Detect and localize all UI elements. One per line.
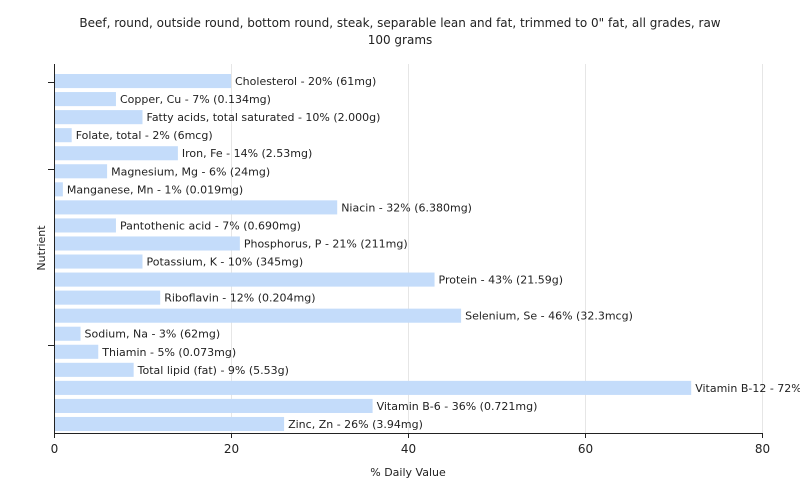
bar-label: Phosphorus, P - 21% (211mg) <box>244 237 408 250</box>
bar-label: Protein - 43% (21.59g) <box>439 274 564 287</box>
bar-label: Vitamin B-6 - 36% (0.721mg) <box>377 400 538 413</box>
chart-subtitle: 100 grams <box>368 33 433 47</box>
bar-label: Zinc, Zn - 26% (3.94mg) <box>288 418 423 431</box>
y-axis-label: Nutrient <box>35 225 48 271</box>
bar-label: Folate, total - 2% (6mcg) <box>76 129 213 142</box>
bar <box>55 128 72 143</box>
bar-label: Sodium, Na - 3% (62mg) <box>85 328 221 341</box>
bar <box>55 326 81 341</box>
bar-label: Cholesterol - 20% (61mg) <box>235 75 376 88</box>
bar <box>55 416 285 432</box>
bar <box>55 146 178 161</box>
bar-label: Riboflavin - 12% (0.204mg) <box>164 292 315 305</box>
bar <box>55 182 63 197</box>
bar-label: Selenium, Se - 46% (32.3mcg) <box>465 310 633 323</box>
bar <box>55 92 116 107</box>
bar <box>55 218 116 233</box>
axes: 0 20 40 60 80 <box>48 64 770 456</box>
bar-label: Vitamin B-12 - 72% (4.34mcg) <box>695 382 800 395</box>
x-tick-label: 20 <box>224 442 239 456</box>
bar <box>55 254 143 269</box>
x-tick-label: 40 <box>401 442 416 456</box>
bar-label: Thiamin - 5% (0.073mg) <box>101 346 236 359</box>
bar <box>55 164 108 179</box>
bar <box>55 398 373 413</box>
x-tick-label: 60 <box>578 442 593 456</box>
bar <box>55 362 134 377</box>
x-tick-label: 80 <box>755 442 770 456</box>
bar-label: Total lipid (fat) - 9% (5.53g) <box>137 364 289 377</box>
x-tick-label: 0 <box>51 442 59 456</box>
bar <box>55 380 692 395</box>
bar-label: Manganese, Mn - 1% (0.019mg) <box>67 183 243 196</box>
bar-label: Copper, Cu - 7% (0.134mg) <box>120 93 271 106</box>
bar-label: Pantothenic acid - 7% (0.690mg) <box>120 219 301 232</box>
bars: Cholesterol - 20% (61mg) Copper, Cu - 7% … <box>55 74 800 432</box>
chart-title: Beef, round, outside round, bottom round… <box>79 16 720 30</box>
bar <box>55 290 161 305</box>
bar-label: Niacin - 32% (6.380mg) <box>341 201 472 214</box>
bar <box>55 74 231 89</box>
bar <box>55 236 240 251</box>
bar <box>55 272 435 287</box>
bar <box>55 200 338 215</box>
bar-label: Fatty acids, total saturated - 10% (2.00… <box>147 111 381 124</box>
bar-label: Iron, Fe - 14% (2.53mg) <box>182 147 312 160</box>
x-axis-label: % Daily Value <box>370 466 446 479</box>
bar <box>55 344 99 359</box>
bar <box>55 110 143 125</box>
bar-label: Potassium, K - 10% (345mg) <box>147 256 304 269</box>
bar-label: Magnesium, Mg - 6% (24mg) <box>111 165 270 178</box>
bar <box>55 308 462 323</box>
